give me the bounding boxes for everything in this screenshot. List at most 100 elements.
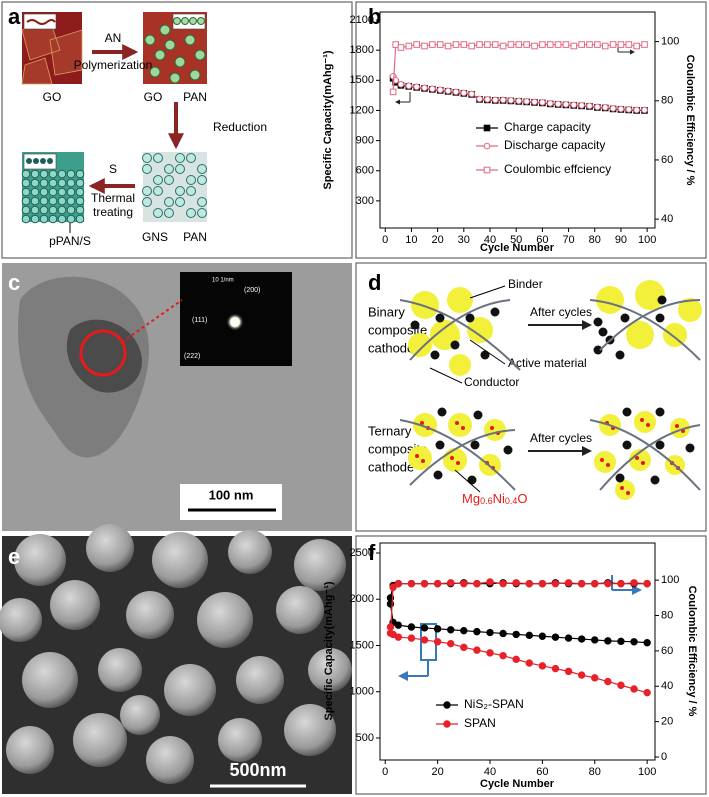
data-marker (491, 41, 499, 48)
pan-bead (186, 186, 196, 196)
ppan-bead (21, 196, 31, 206)
y2-tick-label: 80 (661, 609, 673, 621)
data-marker (609, 41, 617, 48)
data-marker (539, 41, 546, 48)
ppan-bead (33, 158, 39, 164)
data-marker (601, 104, 609, 111)
y2-tick-label: 80 (661, 95, 673, 107)
data-marker (630, 638, 638, 646)
ppan-bead (48, 169, 58, 179)
conductor-dot (480, 350, 490, 360)
ppan-bead (57, 178, 67, 188)
label: cathode (368, 459, 414, 474)
label: PAN (183, 230, 207, 244)
binder-strand (589, 419, 701, 491)
data-marker (436, 41, 444, 48)
data-marker (564, 579, 573, 587)
active-particle (449, 354, 471, 376)
sphere (22, 652, 78, 708)
text: 0.4 (505, 496, 518, 506)
conductor-dot (437, 407, 447, 417)
data-marker (436, 86, 444, 94)
label: Thermal (91, 191, 135, 205)
sphere (276, 586, 324, 634)
pan-bead (189, 17, 197, 25)
data-marker (531, 42, 538, 50)
data-marker (507, 41, 515, 48)
sphere (98, 648, 142, 692)
sphere (308, 648, 352, 692)
data-marker (460, 626, 468, 635)
active-particle (629, 449, 651, 471)
y-tick-label: 900 (356, 135, 374, 147)
conductor-dot (450, 340, 460, 350)
panel-frame (355, 1, 707, 259)
inset (23, 153, 57, 170)
data-marker (591, 579, 599, 588)
conductor-dot (465, 313, 475, 323)
pointer (469, 339, 506, 365)
pointer (429, 367, 463, 384)
additive-label: Mg0.6Ni0.4O (462, 491, 528, 506)
data-marker (407, 579, 416, 588)
conductor-dot (685, 443, 695, 453)
panel-label: f (368, 540, 376, 565)
ppan-bead (39, 196, 49, 206)
inset-scale: 10 1/nm (212, 278, 234, 284)
sphere (284, 704, 336, 756)
data-marker (421, 42, 428, 50)
data-marker (617, 41, 625, 48)
pan-bead (197, 164, 207, 174)
data-marker (538, 579, 547, 588)
ppan-bead (66, 187, 76, 197)
additive-dot (635, 456, 639, 460)
ppan-bead (30, 214, 40, 224)
active-particle (411, 291, 439, 319)
pan-bead (149, 66, 161, 78)
label: Binary (368, 304, 405, 319)
data-marker (643, 688, 651, 697)
data-marker (499, 579, 507, 588)
pan-bead (142, 164, 152, 174)
data-marker (452, 88, 460, 96)
binder-strand (599, 424, 701, 491)
label: Binder (508, 277, 543, 291)
additive-dot (600, 458, 604, 462)
sphere (120, 695, 160, 735)
data-marker (617, 637, 625, 646)
pan-bead (154, 49, 166, 61)
pan-bead (164, 208, 174, 218)
active-particle (413, 413, 437, 437)
conductor-dot (470, 440, 480, 450)
text: O (517, 491, 527, 506)
x-tick-label: 20 (431, 234, 443, 246)
y-axis-label: Specific Capacity(mAhg⁻¹) (323, 581, 335, 720)
sphere (152, 532, 208, 588)
data-marker (433, 625, 442, 633)
y2-tick-label: 20 (661, 716, 673, 728)
pan-bead (164, 39, 176, 51)
y2-axis-label: Coulombic Efficiency / % (684, 55, 696, 186)
data-marker (389, 583, 397, 591)
legend-label: Charge capacity (504, 120, 591, 134)
conductor-dot (615, 350, 625, 360)
ppan-bead (48, 187, 58, 197)
data-marker (389, 88, 397, 96)
data-marker (554, 41, 562, 48)
sphere (14, 534, 66, 586)
label: treating (93, 205, 133, 219)
label: GO (43, 90, 62, 104)
ppan-bead (39, 214, 49, 224)
pan-bead (186, 153, 196, 163)
y-tick-label: 2500 (350, 547, 374, 559)
data-marker (525, 579, 533, 588)
x-tick-label: 40 (484, 234, 496, 246)
data-marker (604, 637, 612, 645)
active-particle (678, 298, 702, 322)
conductor-dot (503, 445, 513, 455)
additive-dot (490, 426, 494, 430)
data-marker (473, 627, 481, 636)
text: Ni (493, 491, 505, 506)
pan-bead (164, 164, 174, 174)
additive-dot (450, 456, 454, 460)
